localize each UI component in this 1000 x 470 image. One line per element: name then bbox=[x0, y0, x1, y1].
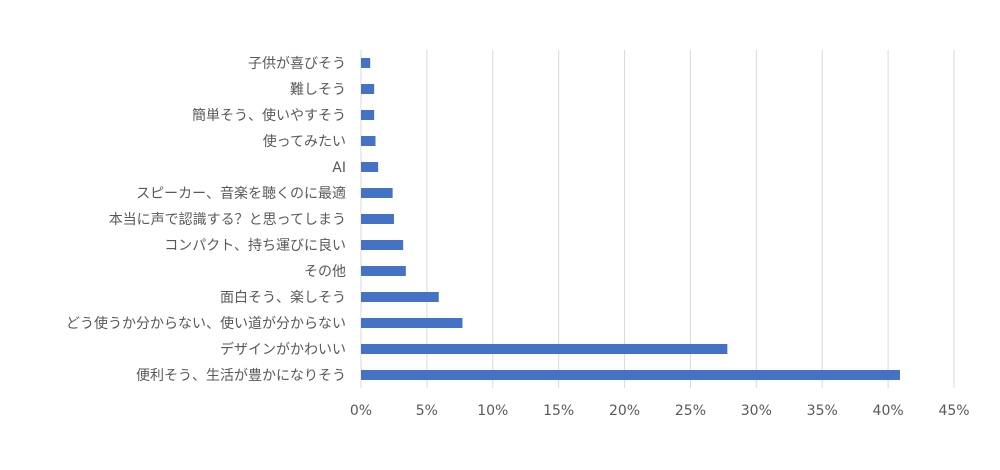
category-label: デザインがかわいい bbox=[220, 341, 346, 358]
category-label: 本当に声で認識する？と思ってしまう bbox=[109, 212, 346, 228]
category-label: スピーカー、音楽を聴くのに最適 bbox=[136, 185, 346, 202]
bar bbox=[361, 162, 379, 172]
bar bbox=[361, 344, 728, 354]
category-label: 簡単そう、使いやすそう bbox=[192, 107, 346, 124]
x-tick-label: 40% bbox=[873, 403, 904, 419]
bar bbox=[361, 188, 393, 198]
category-label: 便利そう、生活が豊かになりそう bbox=[136, 368, 346, 384]
x-tick-label: 5% bbox=[416, 403, 438, 419]
bar bbox=[361, 58, 371, 68]
bars bbox=[361, 58, 900, 380]
category-label: 難しそう bbox=[290, 82, 346, 98]
bar bbox=[361, 318, 463, 328]
category-label: AI bbox=[332, 160, 346, 176]
x-tick-label: 30% bbox=[741, 403, 772, 419]
category-label: その他 bbox=[304, 264, 346, 280]
bar bbox=[361, 84, 375, 94]
bar bbox=[361, 214, 394, 224]
x-tick-label: 25% bbox=[675, 403, 706, 419]
x-tick-labels: 0% 5% 10% 15% 20% 25% 30% 35% 40% 45% bbox=[350, 403, 970, 419]
bar bbox=[361, 136, 376, 146]
category-label: 使ってみたい bbox=[263, 133, 346, 150]
x-tick-label: 0% bbox=[350, 403, 372, 419]
gridlines bbox=[360, 50, 955, 388]
x-tick-label: 20% bbox=[609, 403, 640, 419]
category-label: コンパクト、持ち運びに良い bbox=[164, 238, 346, 254]
bar bbox=[361, 110, 375, 120]
bar bbox=[361, 240, 404, 250]
bar bbox=[361, 292, 439, 302]
category-label: どう使うか分からない、使い道が分からない bbox=[66, 315, 346, 332]
x-tick-label: 15% bbox=[543, 403, 574, 419]
bar bbox=[361, 370, 900, 380]
category-label: 子供が喜びそう bbox=[248, 56, 346, 72]
x-tick-label: 35% bbox=[807, 403, 838, 419]
x-tick-label: 10% bbox=[477, 403, 508, 419]
bar bbox=[361, 266, 406, 276]
x-tick-label: 45% bbox=[938, 403, 969, 419]
category-label: 面白そう、楽しそう bbox=[220, 290, 346, 306]
